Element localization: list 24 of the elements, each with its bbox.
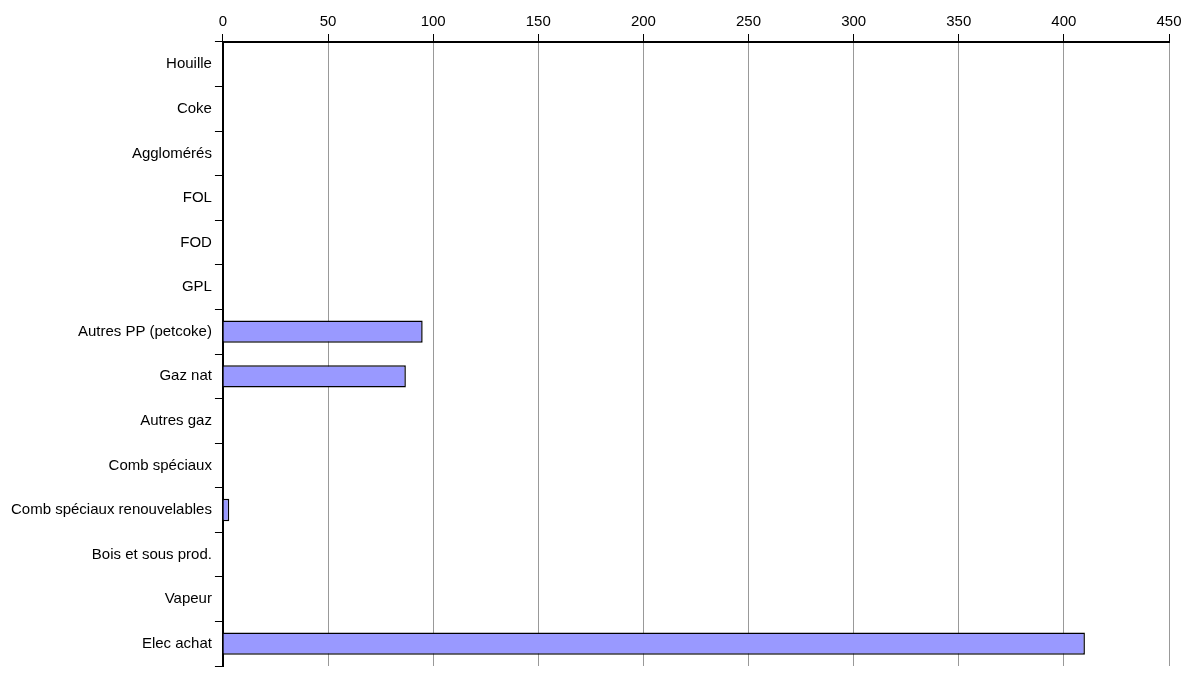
- y-tick-label: Houille: [166, 54, 212, 72]
- x-tick-label: 450: [1156, 12, 1182, 30]
- y-tick-label: Vapeur: [164, 589, 212, 607]
- x-tick-label: 50: [319, 12, 337, 30]
- x-tick-label: 150: [525, 12, 551, 30]
- x-tick-label: 0: [218, 12, 228, 30]
- x-tick-label: 200: [630, 12, 656, 30]
- x-tick-label: 350: [946, 12, 972, 30]
- x-tick-label: 400: [1051, 12, 1077, 30]
- y-tick-label: Gaz nat: [159, 366, 213, 384]
- x-tick-label: 250: [736, 12, 762, 30]
- x-tick-label: 100: [420, 12, 446, 30]
- y-tick-label: GPL: [181, 277, 212, 295]
- y-tick-label: Autres gaz: [140, 411, 212, 428]
- y-tick-label: Comb spéciaux: [108, 455, 213, 473]
- y-tick-label: Autres PP (petcoke): [77, 321, 212, 339]
- y-tick-label: FOD: [180, 232, 213, 250]
- y-tick-label: Bois et sous prod.: [91, 544, 212, 562]
- y-tick-label: Elec achat: [141, 633, 213, 651]
- y-tick-label: FOL: [182, 188, 212, 206]
- y-tick-label: Coke: [176, 99, 212, 116]
- y-tick-label: Comb spéciaux renouvelables: [10, 500, 212, 518]
- x-tick-label: 300: [841, 12, 867, 30]
- y-tick-label: Agglomérés: [131, 143, 212, 161]
